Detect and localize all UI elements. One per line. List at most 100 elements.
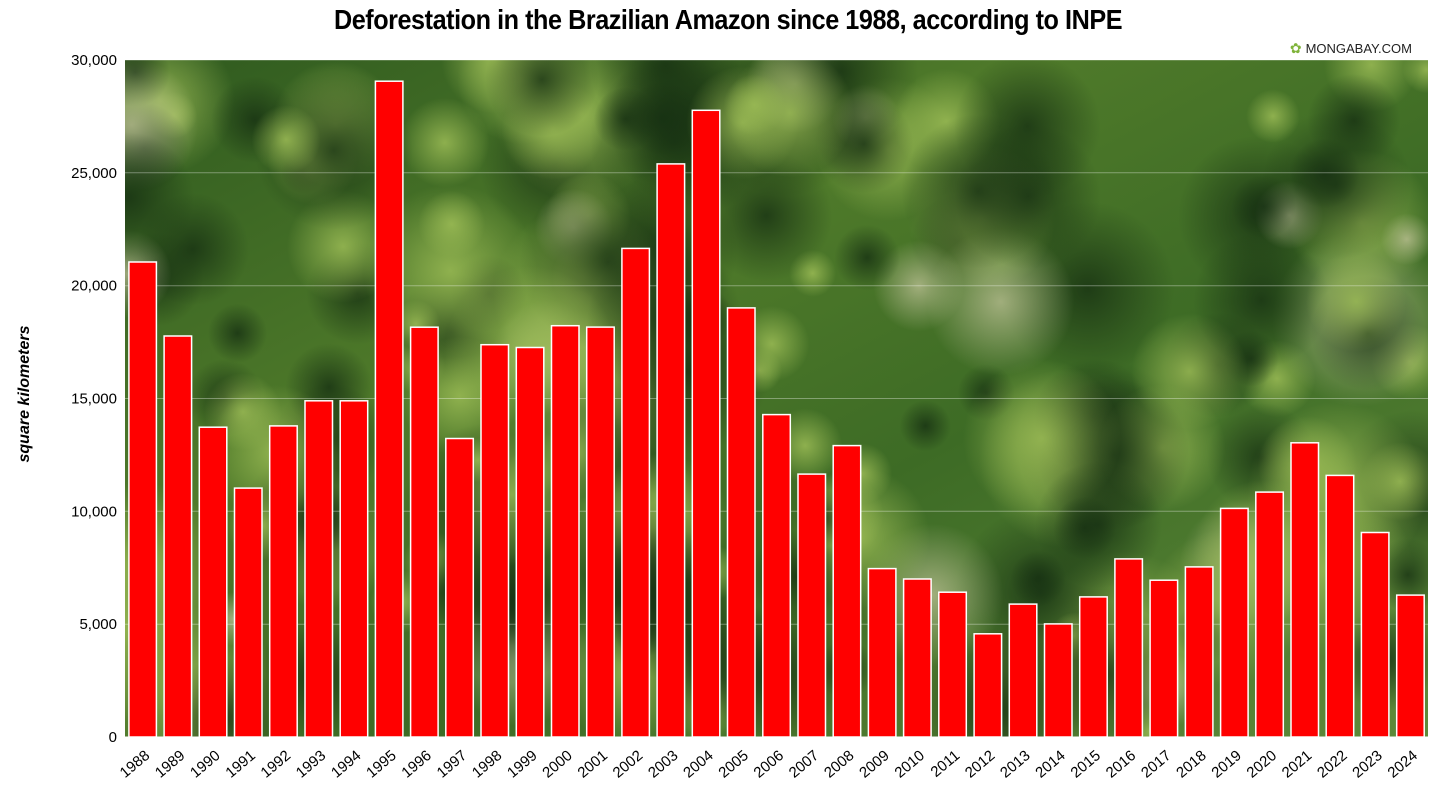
bar-2007 bbox=[797, 473, 827, 738]
watermark: ✿ MONGABAY.COM bbox=[1283, 38, 1418, 59]
bar-2021 bbox=[1290, 442, 1320, 738]
x-tick-label: 2013 bbox=[997, 747, 1033, 781]
bar-1993 bbox=[304, 400, 334, 738]
canopy-clump bbox=[954, 60, 1101, 200]
x-tick-label: 1988 bbox=[117, 747, 153, 781]
bar-2019 bbox=[1219, 507, 1249, 738]
bar-2016 bbox=[1114, 558, 1144, 738]
canopy-clump bbox=[485, 60, 599, 137]
bar-2017 bbox=[1149, 579, 1179, 738]
canopy-clump bbox=[700, 149, 833, 282]
x-tick-label: 1989 bbox=[152, 747, 188, 781]
x-tick-label: 1999 bbox=[504, 747, 540, 781]
bar-2023 bbox=[1360, 531, 1390, 738]
bar-1988 bbox=[128, 261, 158, 738]
y-tick-label: 25,000 bbox=[71, 165, 117, 182]
x-tick-label: 2022 bbox=[1314, 747, 1350, 781]
canopy-clump bbox=[207, 303, 268, 363]
canopy-clump bbox=[418, 190, 486, 258]
y-tick-labels: 0 5,000 10,000 15,000 20,000 25,000 30,000 bbox=[71, 52, 117, 746]
x-tick-label: 2001 bbox=[574, 747, 610, 781]
canopy-clump bbox=[440, 422, 584, 567]
x-tick-label: 2017 bbox=[1138, 747, 1174, 781]
x-tick-label: 2004 bbox=[680, 747, 716, 781]
canopy-clump bbox=[899, 400, 952, 452]
x-tick-label: 2007 bbox=[786, 747, 822, 781]
x-tick-label: 1998 bbox=[469, 747, 505, 781]
bar-2001 bbox=[585, 326, 615, 738]
bar-1990 bbox=[198, 426, 228, 738]
bars bbox=[128, 80, 1425, 738]
canopy-clump bbox=[1053, 496, 1116, 560]
bar-2006 bbox=[762, 413, 792, 738]
bar-2003 bbox=[656, 163, 686, 738]
bar-2009 bbox=[867, 567, 897, 738]
y-tick-label: 20,000 bbox=[71, 278, 117, 295]
canopy-clump bbox=[1261, 110, 1411, 260]
bar-2020 bbox=[1255, 491, 1285, 738]
x-tick-labels: 1988198919901991199219931994199519961997… bbox=[117, 747, 1421, 781]
leaf-icon: ✿ bbox=[1289, 40, 1302, 56]
bar-2022 bbox=[1325, 474, 1355, 738]
bar-2024 bbox=[1395, 594, 1425, 738]
bar-1991 bbox=[233, 487, 263, 738]
canopy-clump bbox=[399, 97, 490, 188]
x-tick-label: 2002 bbox=[610, 747, 646, 781]
x-tick-label: 1996 bbox=[398, 747, 434, 781]
canopy-clump bbox=[1193, 232, 1330, 369]
x-tick-label: 1992 bbox=[258, 747, 294, 781]
bar-1997 bbox=[445, 437, 475, 738]
x-tick-label: 2023 bbox=[1349, 747, 1385, 781]
x-tick-label: 2014 bbox=[1032, 747, 1068, 781]
bar-2018 bbox=[1184, 566, 1214, 738]
x-tick-label: 2021 bbox=[1279, 747, 1315, 781]
bar-1996 bbox=[409, 326, 439, 738]
bar-1994 bbox=[339, 400, 369, 738]
canopy-clump bbox=[1305, 251, 1407, 352]
canopy-clump bbox=[723, 74, 785, 136]
x-tick-label: 2008 bbox=[821, 747, 857, 781]
bar-2008 bbox=[832, 444, 862, 738]
bar-2013 bbox=[1008, 603, 1038, 738]
bar-2005 bbox=[726, 307, 756, 738]
x-tick-label: 2024 bbox=[1384, 747, 1420, 781]
canopy-clump bbox=[593, 87, 658, 151]
canopy-clump bbox=[125, 132, 195, 264]
canopy-clump bbox=[834, 224, 900, 291]
x-tick-label: 2018 bbox=[1173, 747, 1209, 781]
x-tick-label: 2009 bbox=[856, 747, 892, 781]
bar-2000 bbox=[550, 324, 580, 738]
bar-1989 bbox=[163, 335, 193, 738]
x-tick-label: 2011 bbox=[928, 747, 964, 781]
bar-1992 bbox=[268, 425, 298, 738]
x-tick-label: 2000 bbox=[539, 747, 575, 781]
x-tick-label: 2010 bbox=[891, 747, 927, 781]
y-tick-label: 0 bbox=[109, 729, 117, 746]
bar-1995 bbox=[374, 80, 404, 738]
y-tick-label: 5,000 bbox=[79, 616, 117, 633]
bar-2004 bbox=[691, 109, 721, 738]
bar-1998 bbox=[480, 343, 510, 738]
canopy-clump bbox=[251, 105, 321, 175]
x-tick-label: 1994 bbox=[328, 747, 364, 781]
y-tick-label: 15,000 bbox=[71, 391, 117, 408]
bar-2002 bbox=[621, 247, 651, 738]
x-tick-label: 2019 bbox=[1208, 747, 1244, 781]
x-tick-label: 2016 bbox=[1103, 747, 1139, 781]
bar-1999 bbox=[515, 346, 545, 738]
bar-2015 bbox=[1078, 596, 1108, 738]
x-tick-label: 2020 bbox=[1244, 747, 1280, 781]
y-tick-label: 10,000 bbox=[71, 503, 117, 520]
x-tick-label: 2006 bbox=[751, 747, 787, 781]
bar-2010 bbox=[902, 578, 932, 738]
bar-2011 bbox=[938, 591, 968, 738]
chart-title: Deforestation in the Brazilian Amazon si… bbox=[333, 4, 1123, 35]
x-tick-label: 1997 bbox=[434, 747, 470, 781]
x-tick-label: 1993 bbox=[293, 747, 329, 781]
x-tick-label: 1995 bbox=[363, 747, 399, 781]
x-tick-label: 1990 bbox=[187, 747, 223, 781]
y-tick-label: 30,000 bbox=[71, 52, 117, 69]
x-tick-label: 2005 bbox=[715, 747, 751, 781]
